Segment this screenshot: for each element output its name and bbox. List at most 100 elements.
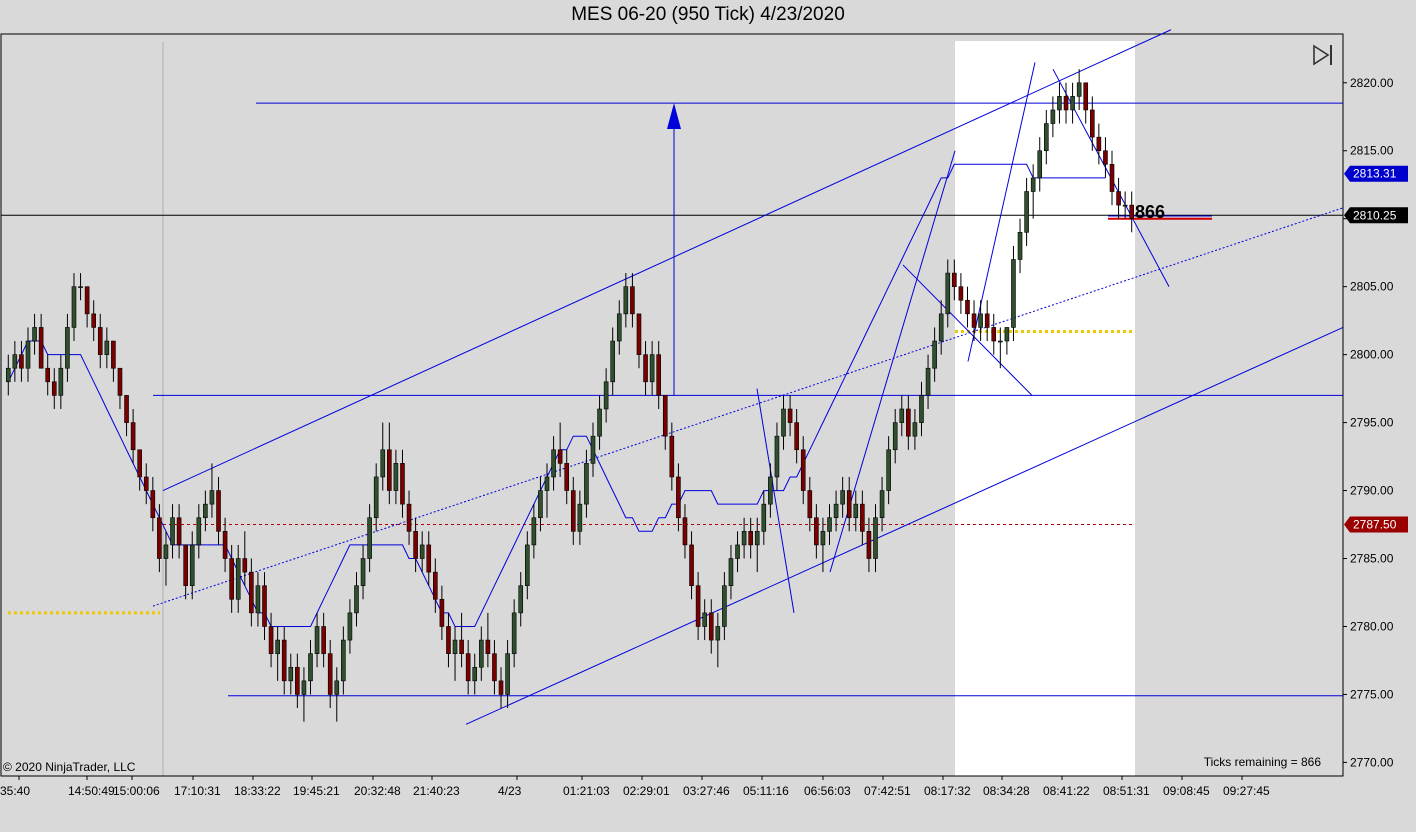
candle bbox=[5, 354, 11, 396]
candle bbox=[196, 504, 202, 559]
candle bbox=[367, 504, 372, 573]
price-badge-label: 2810.25 bbox=[1353, 208, 1397, 222]
candle-down-body bbox=[406, 503, 412, 532]
candle-up-body bbox=[373, 476, 379, 519]
candle-down-body bbox=[485, 639, 491, 654]
candle bbox=[991, 313, 997, 355]
candle-up-body bbox=[597, 408, 602, 437]
candle bbox=[65, 313, 70, 382]
x-tick-label: 05:11:16 bbox=[743, 784, 789, 798]
candle-up-body bbox=[735, 544, 740, 559]
candle-up-body bbox=[275, 639, 280, 654]
candle-up-body bbox=[518, 585, 524, 614]
candle bbox=[275, 626, 280, 681]
candle bbox=[1004, 327, 1010, 355]
candle-down-body bbox=[465, 653, 471, 682]
candle-down-body bbox=[295, 666, 300, 695]
candle-down-body bbox=[570, 490, 576, 532]
candle-down-body bbox=[656, 354, 661, 396]
candle bbox=[1024, 177, 1029, 246]
candle bbox=[472, 653, 478, 695]
candle-down-body bbox=[1129, 204, 1135, 220]
candle bbox=[643, 341, 648, 396]
candle bbox=[71, 273, 77, 342]
candle-up-body bbox=[393, 463, 399, 491]
candle-up-body bbox=[945, 272, 951, 315]
candle bbox=[498, 667, 504, 709]
candle bbox=[314, 612, 320, 668]
candle bbox=[143, 463, 149, 505]
candle-up-body bbox=[380, 449, 386, 478]
candle bbox=[511, 599, 517, 668]
candle bbox=[301, 667, 307, 722]
candle-down-body bbox=[91, 313, 96, 328]
candle-down-body bbox=[268, 626, 274, 654]
x-tick-label: 08:34:28 bbox=[983, 784, 1030, 798]
candle bbox=[833, 490, 839, 532]
candle bbox=[1017, 218, 1023, 274]
candle bbox=[538, 476, 543, 532]
candle bbox=[669, 422, 675, 491]
candle bbox=[689, 531, 694, 600]
candle-up-body bbox=[196, 517, 202, 546]
candle-down-body bbox=[676, 476, 681, 519]
candle-up-body bbox=[367, 517, 372, 559]
candle-down-body bbox=[866, 531, 872, 559]
candle-up-body bbox=[879, 490, 885, 519]
trend-line bbox=[756, 388, 795, 613]
channel-line bbox=[465, 326, 1344, 725]
candle-up-body bbox=[610, 340, 616, 383]
candle bbox=[649, 341, 655, 396]
candle bbox=[1083, 82, 1089, 124]
candle bbox=[708, 599, 714, 654]
price-badges: 2813.31 2810.25 2787.50 bbox=[1344, 165, 1408, 533]
candle-up-body bbox=[853, 503, 859, 519]
candle-down-body bbox=[157, 517, 162, 559]
candle-down-body bbox=[1109, 164, 1115, 192]
x-tick-label: 18:33:22 bbox=[234, 784, 281, 798]
x-tick-label: 07:42:51 bbox=[864, 784, 911, 798]
candle-up-body bbox=[308, 653, 313, 682]
candle-up-body bbox=[590, 435, 596, 464]
candle bbox=[446, 612, 451, 668]
candle-up-body bbox=[899, 408, 905, 423]
candle-up-body bbox=[360, 558, 366, 587]
candle-up-body bbox=[1050, 109, 1056, 124]
candlestick-layer bbox=[5, 69, 1135, 722]
candle bbox=[413, 517, 418, 573]
candle-down-body bbox=[708, 612, 714, 641]
trend-line bbox=[902, 264, 1033, 396]
candle bbox=[781, 395, 786, 450]
candle-up-body bbox=[892, 422, 898, 451]
chart-panel bbox=[0, 33, 1344, 777]
candle bbox=[137, 449, 142, 491]
candle bbox=[360, 544, 366, 600]
candle bbox=[84, 286, 90, 328]
candle-up-body bbox=[544, 476, 550, 491]
candle-down-body bbox=[814, 517, 819, 546]
candle-up-body bbox=[715, 626, 721, 641]
candle-up-body bbox=[354, 585, 359, 614]
candle bbox=[38, 313, 44, 369]
candle bbox=[682, 504, 688, 559]
candle-up-body bbox=[341, 639, 346, 682]
candle-down-body bbox=[695, 585, 701, 627]
candle-up-body bbox=[189, 544, 195, 587]
candle bbox=[761, 490, 767, 545]
candle-down-body bbox=[321, 626, 326, 654]
candle bbox=[459, 612, 464, 668]
candle bbox=[971, 300, 977, 342]
candle-down-body bbox=[498, 680, 504, 695]
candle-up-body bbox=[873, 517, 878, 559]
candle bbox=[544, 463, 550, 518]
skip-to-end-icon[interactable] bbox=[1312, 44, 1334, 66]
candle bbox=[1122, 191, 1128, 219]
x-tick-label: 15:00:06 bbox=[113, 784, 160, 798]
candle bbox=[242, 531, 248, 586]
candle bbox=[45, 354, 51, 396]
y-tick-label: 2805.00 bbox=[1350, 280, 1394, 294]
x-tick-label: 14:50:49 bbox=[68, 784, 115, 798]
candle-down-body bbox=[971, 313, 977, 328]
candle-down-body bbox=[860, 503, 865, 532]
